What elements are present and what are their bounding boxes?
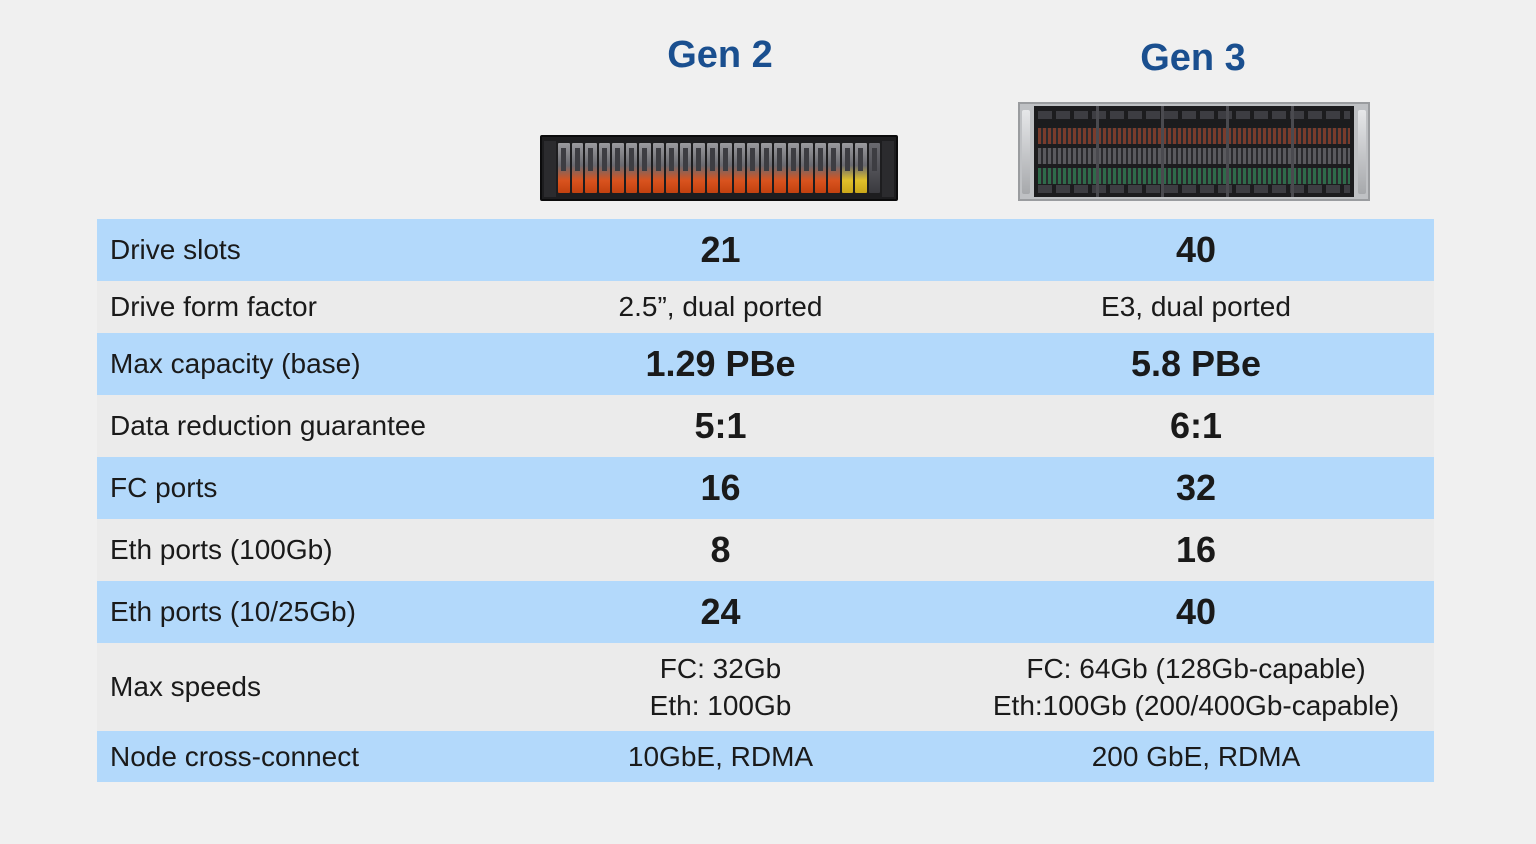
gen3-max-speeds-fc: FC: 64Gb (128Gb-capable): [1026, 653, 1366, 684]
drive-bay: [774, 143, 786, 193]
spec-comparison-table: Drive slots 21 40 Drive form factor 2.5”…: [97, 219, 1434, 782]
drive-bay: [585, 143, 597, 193]
drive-bay: [787, 143, 799, 193]
row-label-eth-100gb: Eth ports (100Gb): [97, 519, 483, 581]
table-row: Eth ports (100Gb) 8 16: [97, 519, 1434, 581]
drive-bay: [652, 143, 664, 193]
drive-bay: [706, 143, 718, 193]
table-row: FC ports 16 32: [97, 457, 1434, 519]
drive-bay: [814, 143, 826, 193]
drive-bay: [639, 143, 651, 193]
gen2-data-reduction: 5:1: [483, 395, 958, 457]
drive-bay: [598, 143, 610, 193]
gen3-server-image: [1018, 102, 1370, 201]
gen3-max-speeds: FC: 64Gb (128Gb-capable) Eth:100Gb (200/…: [958, 643, 1434, 731]
gen2-server-image: [540, 135, 898, 201]
drive-bay: [760, 143, 772, 193]
row-label-data-reduction: Data reduction guarantee: [97, 395, 483, 457]
drive-bay: [720, 143, 732, 193]
gen2-max-speeds: FC: 32Gb Eth: 100Gb: [483, 643, 958, 731]
drive-bay: [693, 143, 705, 193]
drive-bay: [666, 143, 678, 193]
gen2-max-speeds-eth: Eth: 100Gb: [649, 690, 792, 721]
drive-bay: [841, 143, 853, 193]
gen3-data-reduction: 6:1: [958, 395, 1434, 457]
row-label-drive-form-factor: Drive form factor: [97, 281, 483, 333]
drive-bay: [612, 143, 624, 193]
row-label-fc-ports: FC ports: [97, 457, 483, 519]
table-row: Max capacity (base) 1.29 PBe 5.8 PBe: [97, 333, 1434, 395]
gen2-node-cross-connect: 10GbE, RDMA: [483, 731, 958, 782]
drive-bay: [868, 143, 880, 193]
gen2-eth-100gb: 8: [483, 519, 958, 581]
gen2-header: Gen 2: [667, 34, 773, 76]
gen2-max-speeds-fc: FC: 32Gb: [659, 653, 782, 684]
gen2-eth-10-25gb: 24: [483, 581, 958, 643]
row-label-eth-10-25gb: Eth ports (10/25Gb): [97, 581, 483, 643]
drive-bay: [747, 143, 759, 193]
row-label-max-capacity: Max capacity (base): [97, 333, 483, 395]
gen3-eth-100gb: 16: [958, 519, 1434, 581]
gen3-drive-slots: 40: [958, 219, 1434, 281]
row-label-drive-slots: Drive slots: [97, 219, 483, 281]
gen2-drive-form-factor: 2.5”, dual ported: [483, 281, 958, 333]
gen3-node-cross-connect: 200 GbE, RDMA: [958, 731, 1434, 782]
gen3-drive-form-factor: E3, dual ported: [958, 281, 1434, 333]
drive-bay: [855, 143, 867, 193]
gen3-header: Gen 3: [1140, 37, 1246, 79]
table-row: Drive form factor 2.5”, dual ported E3, …: [97, 281, 1434, 333]
gen3-max-speeds-eth: Eth:100Gb (200/400Gb-capable): [992, 690, 1400, 721]
table-row: Drive slots 21 40: [97, 219, 1434, 281]
drive-bay: [801, 143, 813, 193]
drive-bay: [733, 143, 745, 193]
gen3-fc-ports: 32: [958, 457, 1434, 519]
row-label-node-cross-connect: Node cross-connect: [97, 731, 483, 782]
table-row: Eth ports (10/25Gb) 24 40: [97, 581, 1434, 643]
table-row: Max speeds FC: 32Gb Eth: 100Gb FC: 64Gb …: [97, 643, 1434, 731]
gen3-max-capacity: 5.8 PBe: [958, 333, 1434, 395]
gen2-drive-slots: 21: [483, 219, 958, 281]
gen2-fc-ports: 16: [483, 457, 958, 519]
table-row: Data reduction guarantee 5:1 6:1: [97, 395, 1434, 457]
drive-bay: [828, 143, 840, 193]
drive-bay: [679, 143, 691, 193]
gen3-eth-10-25gb: 40: [958, 581, 1434, 643]
drive-bay: [558, 143, 570, 193]
table-row: Node cross-connect 10GbE, RDMA 200 GbE, …: [97, 731, 1434, 782]
gen2-max-capacity: 1.29 PBe: [483, 333, 958, 395]
row-label-max-speeds: Max speeds: [97, 643, 483, 731]
drive-bay: [625, 143, 637, 193]
drive-bay: [571, 143, 583, 193]
